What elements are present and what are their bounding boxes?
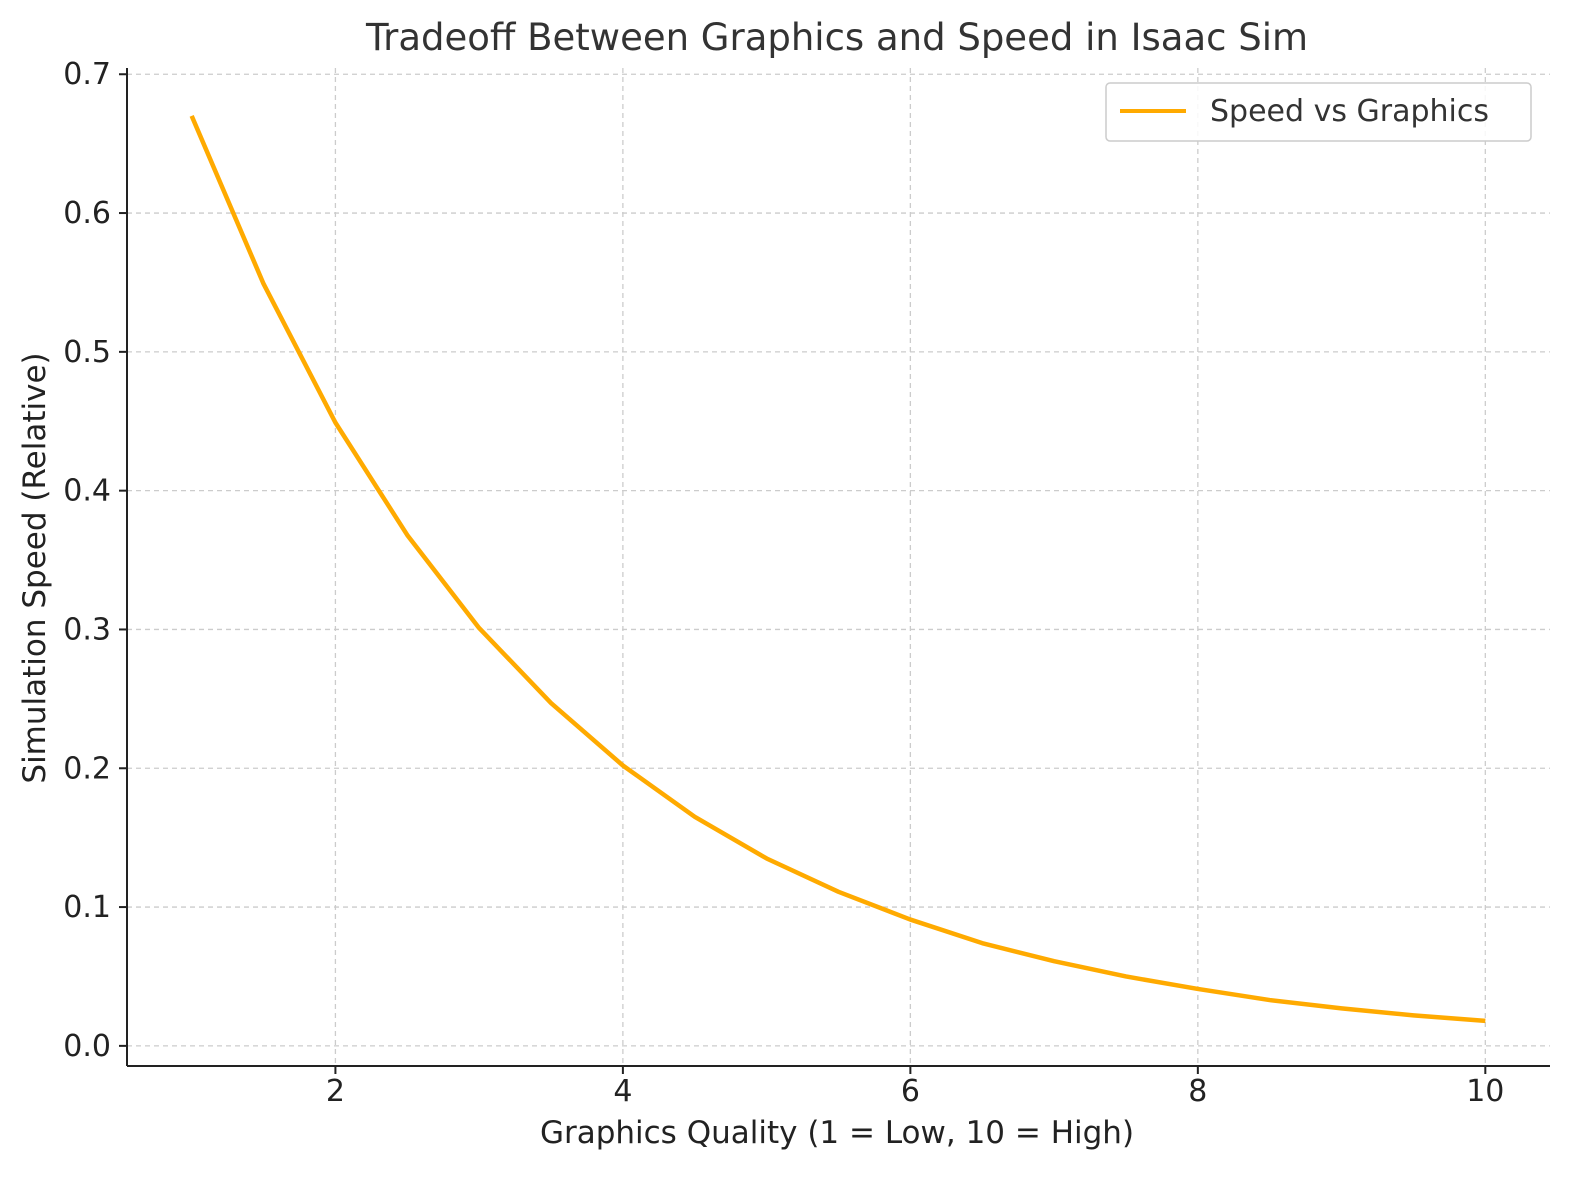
y-tick-label: 0.3: [63, 612, 111, 647]
series-line-speed-vs-graphics: [189, 115, 1486, 1024]
y-tick-label: 0.1: [63, 890, 111, 925]
grid: [127, 68, 1550, 1066]
x-tick-label: 10: [1466, 1074, 1504, 1109]
ticks: 2 4 6 8 10 0.0 0.1 0.2 0.3 0.4 0.5 0.6 0.7: [63, 57, 1504, 1109]
y-tick-label: 0.2: [63, 751, 111, 786]
y-tick-label: 0.4: [63, 474, 111, 509]
x-tick-label: 2: [326, 1074, 345, 1109]
axes: [126, 68, 1550, 1067]
legend-label: Speed vs Graphics: [1210, 94, 1489, 129]
x-axis-label: Graphics Quality (1 = Low, 10 = High): [540, 1115, 1134, 1151]
legend: Speed vs Graphics: [1105, 82, 1532, 142]
x-tick-label: 4: [613, 1074, 632, 1109]
legend-box: [1105, 82, 1532, 142]
y-tick-label: 0.7: [63, 57, 111, 92]
x-tick-label: 8: [1188, 1074, 1207, 1109]
y-axis-label: Simulation Speed (Relative): [17, 352, 53, 783]
y-tick-label: 0.6: [63, 196, 111, 231]
y-tick-label: 0.5: [63, 335, 111, 370]
y-tick-label: 0.0: [63, 1029, 111, 1064]
x-tick-label: 6: [901, 1074, 920, 1109]
series-layer: [189, 115, 1486, 1024]
chart-title: Tradeoff Between Graphics and Speed in I…: [365, 16, 1308, 59]
